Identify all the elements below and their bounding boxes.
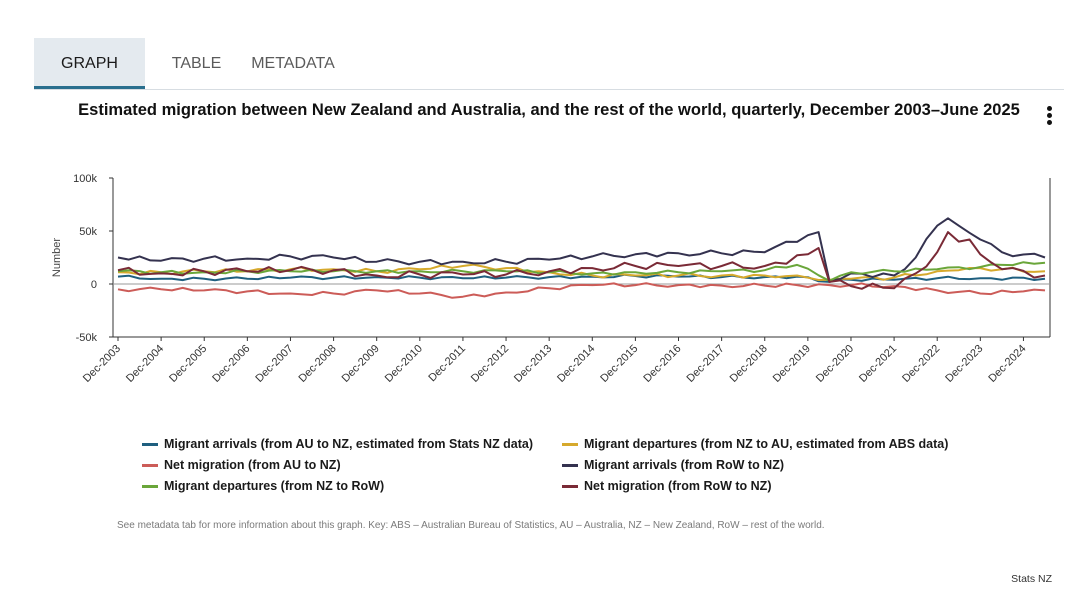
x-tick-label: Dec-2017	[685, 343, 727, 385]
legend-item-row-departures[interactable]: Migrant departures (from NZ to RoW)	[142, 479, 384, 493]
y-tick-label: -50k	[76, 332, 98, 344]
x-tick-label: Dec-2009	[340, 343, 382, 385]
tab-table[interactable]: TABLE	[171, 55, 222, 72]
tab-metadata[interactable]: METADATA	[251, 55, 335, 72]
legend-item-row-net[interactable]: Net migration (from RoW to NZ)	[562, 479, 771, 493]
legend-label: Migrant arrivals (from AU to NZ, estimat…	[164, 437, 534, 451]
vertical-ellipsis-icon[interactable]	[1040, 106, 1058, 126]
x-axis-ticks: Dec-2003 Dec-2004 Dec-2005 Dec-2006 Dec-2007…	[81, 337, 1029, 385]
x-tick-label: Dec-2024	[986, 343, 1028, 385]
footnote: See metadata tab for more information ab…	[117, 520, 825, 531]
series-line-3[interactable]	[117, 282, 1046, 299]
legend-swatch	[562, 463, 578, 467]
x-tick-label: Dec-2023	[943, 343, 985, 385]
legend-swatch	[142, 463, 158, 467]
x-tick-label: Dec-2010	[383, 343, 425, 385]
x-tick-label: Dec-2005	[167, 343, 209, 385]
x-tick-label: Dec-2020	[814, 343, 856, 385]
chart-title: Estimated migration between New Zealand …	[78, 101, 1020, 119]
legend-item-au-departures[interactable]: Migrant departures (from NZ to AU, estim…	[562, 437, 948, 451]
x-tick-label: Dec-2018	[728, 343, 770, 385]
legend-label: Migrant departures (from NZ to RoW)	[164, 479, 385, 493]
series-line-6[interactable]	[117, 231, 1046, 290]
x-tick-label: Dec-2022	[900, 343, 942, 385]
x-tick-label: Dec-2015	[598, 343, 640, 385]
y-axis-label: Number	[51, 238, 63, 277]
chart-axes	[112, 178, 1051, 338]
y-tick-label: 0	[91, 279, 97, 291]
tab-graph[interactable]: GRAPH	[34, 38, 145, 89]
legend-swatch	[142, 442, 158, 446]
x-tick-label: Dec-2003	[81, 343, 123, 385]
legend-label: Migrant arrivals (from RoW to NZ)	[584, 458, 785, 472]
x-tick-label: Dec-2008	[296, 343, 338, 385]
x-tick-label: Dec-2007	[253, 343, 295, 385]
legend-label: Net migration (from RoW to NZ)	[584, 479, 772, 493]
x-tick-label: Dec-2006	[210, 343, 252, 385]
y-axis-ticks: -50k 0 50k 100k	[73, 173, 113, 344]
x-tick-label: Dec-2013	[512, 343, 554, 385]
legend-swatch	[562, 442, 578, 446]
tab-divider	[34, 89, 1064, 90]
x-tick-label: Dec-2004	[124, 343, 166, 385]
chart-series	[117, 217, 1046, 299]
y-tick-label: 100k	[73, 173, 97, 185]
legend-label: Migrant departures (from NZ to AU, estim…	[584, 437, 949, 451]
series-line-1[interactable]	[117, 273, 1046, 283]
tab-bar: GRAPH TABLE METADATA	[34, 38, 338, 89]
y-tick-label: 50k	[79, 226, 97, 238]
x-tick-label: Dec-2011	[426, 343, 468, 385]
series-line-4[interactable]	[117, 217, 1046, 282]
legend-item-au-arrivals[interactable]: Migrant arrivals (from AU to NZ, estimat…	[142, 437, 533, 451]
legend-label: Net migration (from AU to NZ)	[164, 458, 341, 472]
legend-item-row-arrivals[interactable]: Migrant arrivals (from RoW to NZ)	[562, 458, 784, 472]
legend-swatch	[142, 484, 158, 488]
x-tick-label: Dec-2014	[555, 343, 597, 385]
legend-item-au-net[interactable]: Net migration (from AU to NZ)	[142, 458, 341, 472]
source-credit: Stats NZ	[1011, 573, 1052, 585]
series-line-5[interactable]	[117, 261, 1046, 282]
x-tick-label: Dec-2012	[469, 343, 511, 385]
legend-swatch	[562, 484, 578, 488]
x-tick-label: Dec-2021	[857, 343, 899, 385]
x-tick-label: Dec-2019	[771, 343, 813, 385]
x-tick-label: Dec-2016	[641, 343, 683, 385]
